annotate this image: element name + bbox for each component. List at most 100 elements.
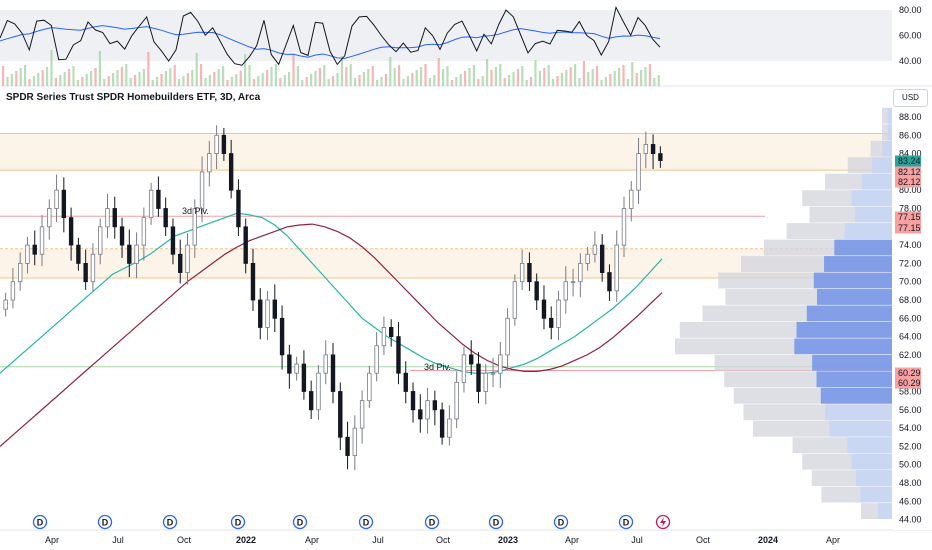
volume-profile-bar [882,124,892,141]
time-tick-label: Jul [112,535,124,545]
candle-body [10,281,16,301]
resistance-zone [0,133,892,171]
volume-bar [257,76,260,86]
candle-body [374,345,379,374]
price-tick-label: 70.00 [899,277,922,287]
dividend-marker [424,514,440,530]
volume-bar [635,73,638,86]
volume-profile-bar [844,223,892,240]
volume-bar [565,70,568,86]
ema-fast-line [0,212,663,374]
volume-bar [129,78,132,86]
candle-body [61,189,67,219]
volume-bar [512,72,515,86]
volume-bar [547,65,550,86]
time-axis[interactable]: Apr Jul Oct 2022 Apr Jul Oct 2023 Apr Jul Oct 2024 A… [45,535,840,545]
volume-bar [411,73,414,86]
candle-body [207,153,212,173]
candle-body [592,244,598,255]
volume-profile-bar [812,354,892,371]
volume-bar [358,75,361,86]
volume-bar [503,78,506,86]
candle-body [90,253,96,283]
price-tick-label: 66.00 [899,313,922,323]
price-label-bg [895,176,921,188]
volume-bar [217,69,220,86]
volume-bar [28,79,31,86]
volume-bar [116,70,119,86]
volume-bar [134,75,137,86]
volume-bar [37,73,40,86]
dividend-marker [230,514,246,530]
candle-body [265,299,270,328]
candle-body [294,363,299,374]
volume-profile-bar [855,470,892,487]
time-tick-label: Apr [45,535,59,545]
volume-bar [648,64,651,86]
volume-bar [354,78,357,86]
volume-bar [626,79,629,86]
volume-bar [468,68,471,86]
dividend-marker-label: D [235,518,242,528]
chart-title: SPDR Series Trust SPDR Homebuilders ETF,… [6,92,261,103]
candle-body [156,189,161,209]
volume-bar [406,76,409,86]
volume-bar [464,71,467,86]
volume-bar [450,80,453,86]
price-axis[interactable]: 88.0086.0084.0082.0080.0078.0076.0074.00… [893,108,932,530]
volume-bar [235,74,238,86]
price-label: 77.15 [898,223,921,233]
candle-body [498,354,503,374]
moving-averages [0,212,663,447]
currency-button[interactable]: USD [893,89,928,107]
volume-bar [301,80,304,86]
volume-bar [552,79,555,86]
volume-bar [569,67,572,86]
dividend-marker [292,514,308,530]
candle-body [98,226,103,255]
volume-bar [446,66,449,86]
price-tick-label: 50.00 [899,460,922,470]
volume-bar [591,69,594,86]
volume-bar [2,66,5,86]
candle-body [650,144,656,154]
volume-bar [68,69,71,86]
volume-bar [596,66,599,86]
time-tick-label: 2024 [758,535,778,545]
price-tick-label: 88.00 [899,112,922,122]
candle-body [534,281,539,301]
price-label-bg [895,377,921,389]
volume-profile-bar [834,239,892,256]
price-label: 83.24 [898,156,921,166]
volume-bar [543,68,546,86]
volume-bar [50,50,53,86]
volume-profile-bar [824,256,892,272]
volume-bar [525,80,528,86]
volume-profile-bar [860,486,892,503]
dividend-marker-label: D [558,518,565,528]
volume-profile-bar [861,173,892,190]
price-tick-label: 62.00 [899,350,922,360]
volume-bar [653,78,656,86]
time-tick-label: Oct [177,535,192,545]
candle-body [461,354,467,383]
volume-bar [178,79,181,86]
rsi-panel: 80.00 60.00 40.00 [0,5,932,87]
volume-bar [530,77,533,86]
volume-bar [173,65,176,86]
time-tick-label: Jul [631,535,643,545]
volume-bar [314,71,317,86]
volume-bar [15,71,18,86]
candle-body [228,153,234,191]
candle-body [243,226,248,264]
volume-bar [160,74,163,86]
candle-body [454,381,459,420]
volume-bar [521,66,524,86]
candle-body [54,189,59,209]
volume-profile-bar [878,503,892,519]
candle-body [221,134,227,155]
candle-body [163,208,168,228]
volume-bar [239,71,242,86]
volume-bar [169,68,172,86]
